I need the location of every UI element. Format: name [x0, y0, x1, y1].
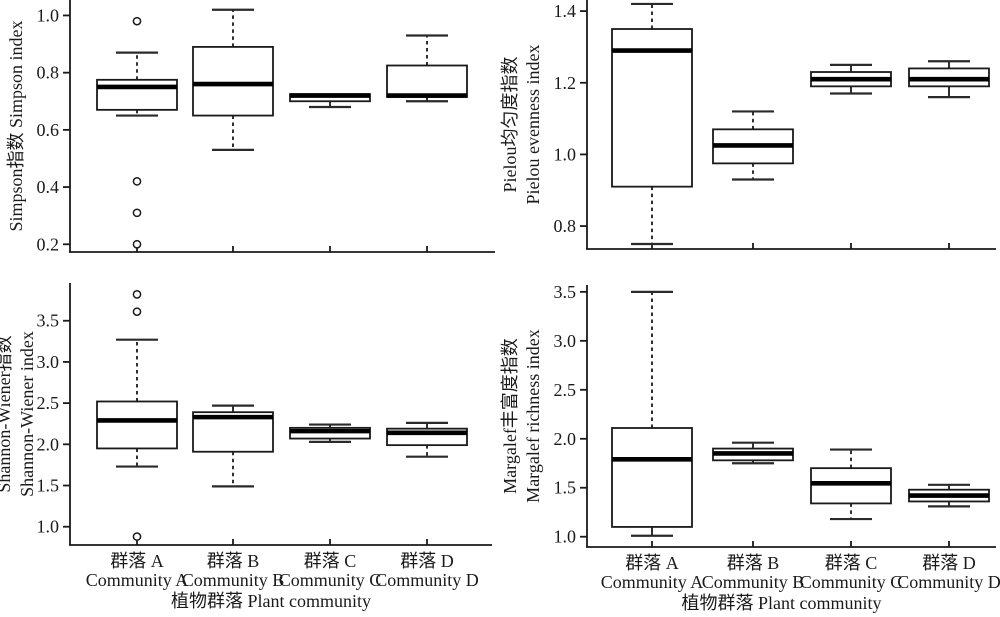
- y-tick-label: 1.4: [554, 1, 577, 21]
- y-axis-label: Shannon-Wiener指数: [0, 335, 14, 492]
- y-tick-label: 1.0: [37, 5, 60, 25]
- x-category-label-en: Community B: [702, 572, 805, 592]
- box-community-a: [96, 16, 178, 249]
- box-community-a: [611, 290, 693, 537]
- outlier-point: [132, 532, 142, 541]
- y-tick-label: 0.4: [37, 177, 60, 197]
- panel-simpson: 0.2 0.4 0.6 0.8 1.0 Simpson指数 Simpson index: [6, 0, 495, 254]
- x-category-label-en: Community D: [897, 572, 1000, 592]
- x-category-label-cn: 群落 A: [625, 553, 679, 573]
- x-category-label-en: Community D: [375, 570, 479, 590]
- box-community-d: [908, 483, 990, 508]
- y-tick-label: 3.0: [554, 331, 577, 351]
- iqr-box: [611, 427, 693, 528]
- iqr-box: [611, 28, 693, 188]
- x-axis-title: 植物群落 Plant community: [171, 591, 371, 611]
- box-community-a: [96, 290, 178, 541]
- y-tick-label: 1.5: [37, 476, 60, 496]
- box-community-c: [289, 93, 371, 109]
- box-community-c: [810, 63, 892, 95]
- iqr-box: [386, 64, 468, 98]
- box-community-d: [386, 421, 468, 458]
- box-community-b: [192, 8, 274, 151]
- box-community-d: [386, 34, 468, 103]
- panel-pielou: 0.8 1.0 1.2 1.4 Pielou均匀度指数 Pielou evenness i…: [500, 0, 996, 250]
- y-tick-label: 3.0: [37, 352, 60, 372]
- x-category-label-cn: 群落 B: [727, 553, 780, 573]
- iqr-box: [192, 46, 274, 117]
- panel-shannon: 1.0 1.5 2.0 2.5 3.0 3.5 Shannon-Wiener指数 Shanno…: [0, 283, 492, 611]
- x-axis-title: 植物群落 Plant community: [682, 593, 882, 613]
- x-category-label-cn: 群落 C: [825, 553, 878, 573]
- box-community-b: [712, 441, 794, 465]
- x-category-label-en: Community B: [182, 570, 285, 590]
- box-community-b: [192, 404, 274, 488]
- y-axis-label: Pielou均匀度指数: [500, 56, 520, 192]
- box-community-c: [810, 448, 892, 521]
- x-category-label-cn: 群落 D: [922, 553, 976, 573]
- box-community-c: [289, 423, 371, 443]
- outlier-point: [132, 208, 142, 218]
- x-category-label-cn: 群落 A: [110, 551, 164, 571]
- x-category-label-en: Community C: [279, 570, 382, 590]
- x-category-label-en: Community A: [601, 572, 704, 592]
- outlier-point: [132, 176, 142, 186]
- y-axis-label: Margalef丰富度指数: [500, 338, 520, 494]
- y-tick-label: 0.8: [554, 216, 577, 236]
- x-category-label-en: Community C: [800, 572, 903, 592]
- panel-margalef: 1.0 1.5 2.0 2.5 3.0 3.5 Margalef丰富度指数 Margalef …: [500, 282, 1000, 613]
- box-community-d: [908, 60, 990, 99]
- x-category-label-cn: 群落 B: [207, 551, 260, 571]
- x-category-label-en: Community A: [86, 570, 189, 590]
- y-tick-label: 0.8: [37, 63, 60, 83]
- y-axis-label: Simpson指数 Simpson index: [6, 20, 26, 231]
- box-community-b: [712, 110, 794, 181]
- y-tick-label: 2.5: [37, 393, 60, 413]
- y-tick-label: 3.5: [37, 311, 60, 331]
- y-tick-label: 0.6: [37, 120, 60, 140]
- outlier-point: [132, 290, 142, 299]
- y-tick-label: 1.2: [554, 73, 577, 93]
- outlier-point: [132, 307, 142, 317]
- iqr-box: [810, 467, 892, 505]
- y-tick-label: 1.5: [554, 478, 577, 498]
- y-axis-label: Pielou evenness index: [523, 45, 543, 205]
- outlier-point: [132, 239, 142, 249]
- y-tick-label: 1.0: [554, 527, 577, 547]
- y-tick-label: 3.5: [554, 282, 577, 302]
- x-category-label-cn: 群落 D: [400, 551, 454, 571]
- y-tick-label: 2.0: [37, 434, 60, 454]
- y-tick-label: 1.0: [37, 517, 60, 537]
- y-tick-label: 1.0: [554, 144, 577, 164]
- iqr-box: [96, 78, 178, 111]
- y-tick-label: 0.2: [37, 234, 60, 254]
- x-category-label-cn: 群落 C: [304, 551, 357, 571]
- box-community-a: [611, 2, 693, 246]
- y-axis-label: Margalef richness index: [523, 329, 543, 503]
- y-tick-label: 2.0: [554, 429, 577, 449]
- outlier-point: [132, 16, 142, 26]
- iqr-box: [96, 400, 178, 450]
- y-tick-label: 2.5: [554, 380, 577, 400]
- y-axis-label: Shannon-Wiener index: [17, 331, 37, 497]
